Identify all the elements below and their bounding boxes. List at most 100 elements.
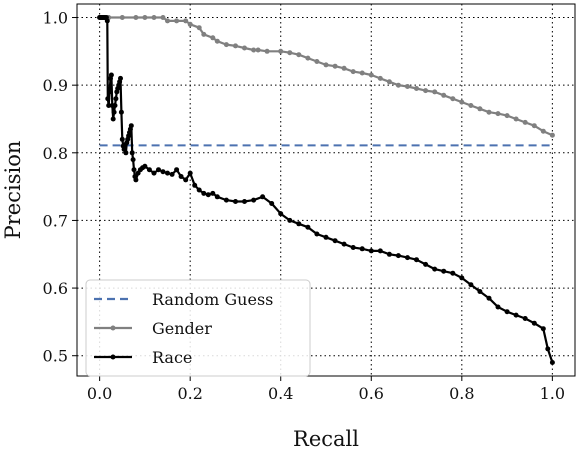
point-race	[160, 169, 166, 175]
point-race	[108, 72, 114, 78]
point-race	[112, 103, 118, 108]
legend-label-random-guess: Random Guess	[152, 290, 273, 309]
point-race	[504, 309, 510, 315]
point-gender	[183, 18, 189, 24]
point-gender	[359, 70, 365, 76]
legend: Random Guess Gender Race	[85, 279, 311, 377]
point-race	[119, 136, 125, 142]
point-race	[133, 177, 139, 183]
y-tick-label-1: 0.6	[43, 279, 68, 298]
point-race	[395, 253, 401, 259]
point-race	[350, 245, 356, 250]
point-race	[287, 217, 293, 223]
point-race	[441, 268, 447, 274]
point-race	[223, 197, 229, 203]
point-race	[129, 150, 135, 156]
point-race	[130, 157, 136, 163]
point-race	[106, 103, 112, 108]
point-gender	[540, 128, 546, 134]
point-gender	[504, 113, 510, 119]
y-tick-label-0: 0.5	[43, 347, 68, 366]
point-race	[486, 295, 492, 301]
point-gender	[223, 42, 229, 48]
point-gender	[233, 43, 238, 49]
point-gender	[432, 89, 438, 95]
x-tick-label-3: 0.6	[359, 384, 384, 403]
point-gender	[332, 63, 338, 69]
point-race	[178, 174, 184, 179]
series-race	[97, 15, 555, 365]
point-gender	[201, 31, 207, 37]
point-race	[192, 182, 198, 188]
y-tick-label-2: 0.7	[43, 211, 68, 230]
point-race	[405, 255, 410, 261]
legend-box	[85, 279, 311, 377]
point-gender	[395, 82, 401, 88]
point-race	[513, 312, 519, 318]
point-race	[104, 18, 110, 24]
point-race	[531, 320, 537, 326]
point-gender	[278, 48, 284, 54]
point-gender	[513, 116, 519, 122]
point-race	[432, 266, 438, 272]
point-race	[169, 171, 175, 177]
point-gender	[151, 15, 157, 20]
point-race	[459, 275, 465, 281]
point-race	[332, 238, 338, 244]
point-gender	[119, 15, 125, 20]
x-tick-label-2: 0.4	[268, 384, 293, 403]
point-race	[540, 326, 546, 332]
point-race	[242, 199, 247, 204]
point-gender	[264, 48, 270, 54]
point-race	[183, 177, 189, 183]
point-race	[323, 234, 329, 240]
point-race	[196, 187, 202, 193]
point-race	[105, 96, 111, 102]
point-race	[414, 257, 419, 263]
point-gender	[341, 65, 347, 71]
point-gender	[522, 119, 528, 125]
point-race	[142, 163, 148, 169]
point-race	[151, 170, 157, 176]
point-race	[165, 170, 170, 176]
point-race	[107, 89, 113, 95]
point-race	[377, 248, 383, 254]
point-gender	[142, 15, 148, 20]
point-gender	[495, 111, 501, 117]
point-gender	[133, 15, 139, 20]
legend-label-race: Race	[152, 348, 192, 367]
point-gender	[468, 103, 474, 108]
point-gender	[459, 99, 465, 105]
point-race	[278, 211, 284, 217]
point-race	[131, 167, 137, 173]
point-race	[296, 221, 302, 227]
x-tick-label-4: 0.8	[449, 384, 474, 403]
point-race	[187, 170, 193, 176]
point-gender	[160, 15, 166, 20]
point-gender	[165, 18, 170, 24]
legend-label-gender: Gender	[152, 319, 212, 338]
y-tick-label-4: 0.9	[43, 76, 68, 95]
point-race	[305, 224, 311, 230]
point-gender	[549, 132, 555, 138]
series-layer	[97, 15, 555, 365]
point-gender	[210, 35, 216, 41]
point-race	[128, 123, 134, 129]
point-gender	[477, 106, 483, 112]
point-race	[205, 192, 211, 198]
x-tick-label-1: 0.2	[177, 384, 202, 403]
point-race	[156, 167, 161, 173]
series-line-gender	[99, 16, 553, 137]
point-race	[468, 282, 474, 288]
point-race	[174, 167, 180, 173]
point-race	[269, 201, 275, 206]
point-race	[423, 261, 429, 267]
point-race	[113, 96, 119, 102]
point-gender	[196, 25, 202, 31]
point-race	[386, 251, 392, 257]
point-gender	[423, 88, 429, 94]
point-gender	[255, 47, 261, 53]
point-gender	[296, 52, 302, 58]
point-race	[146, 167, 152, 173]
